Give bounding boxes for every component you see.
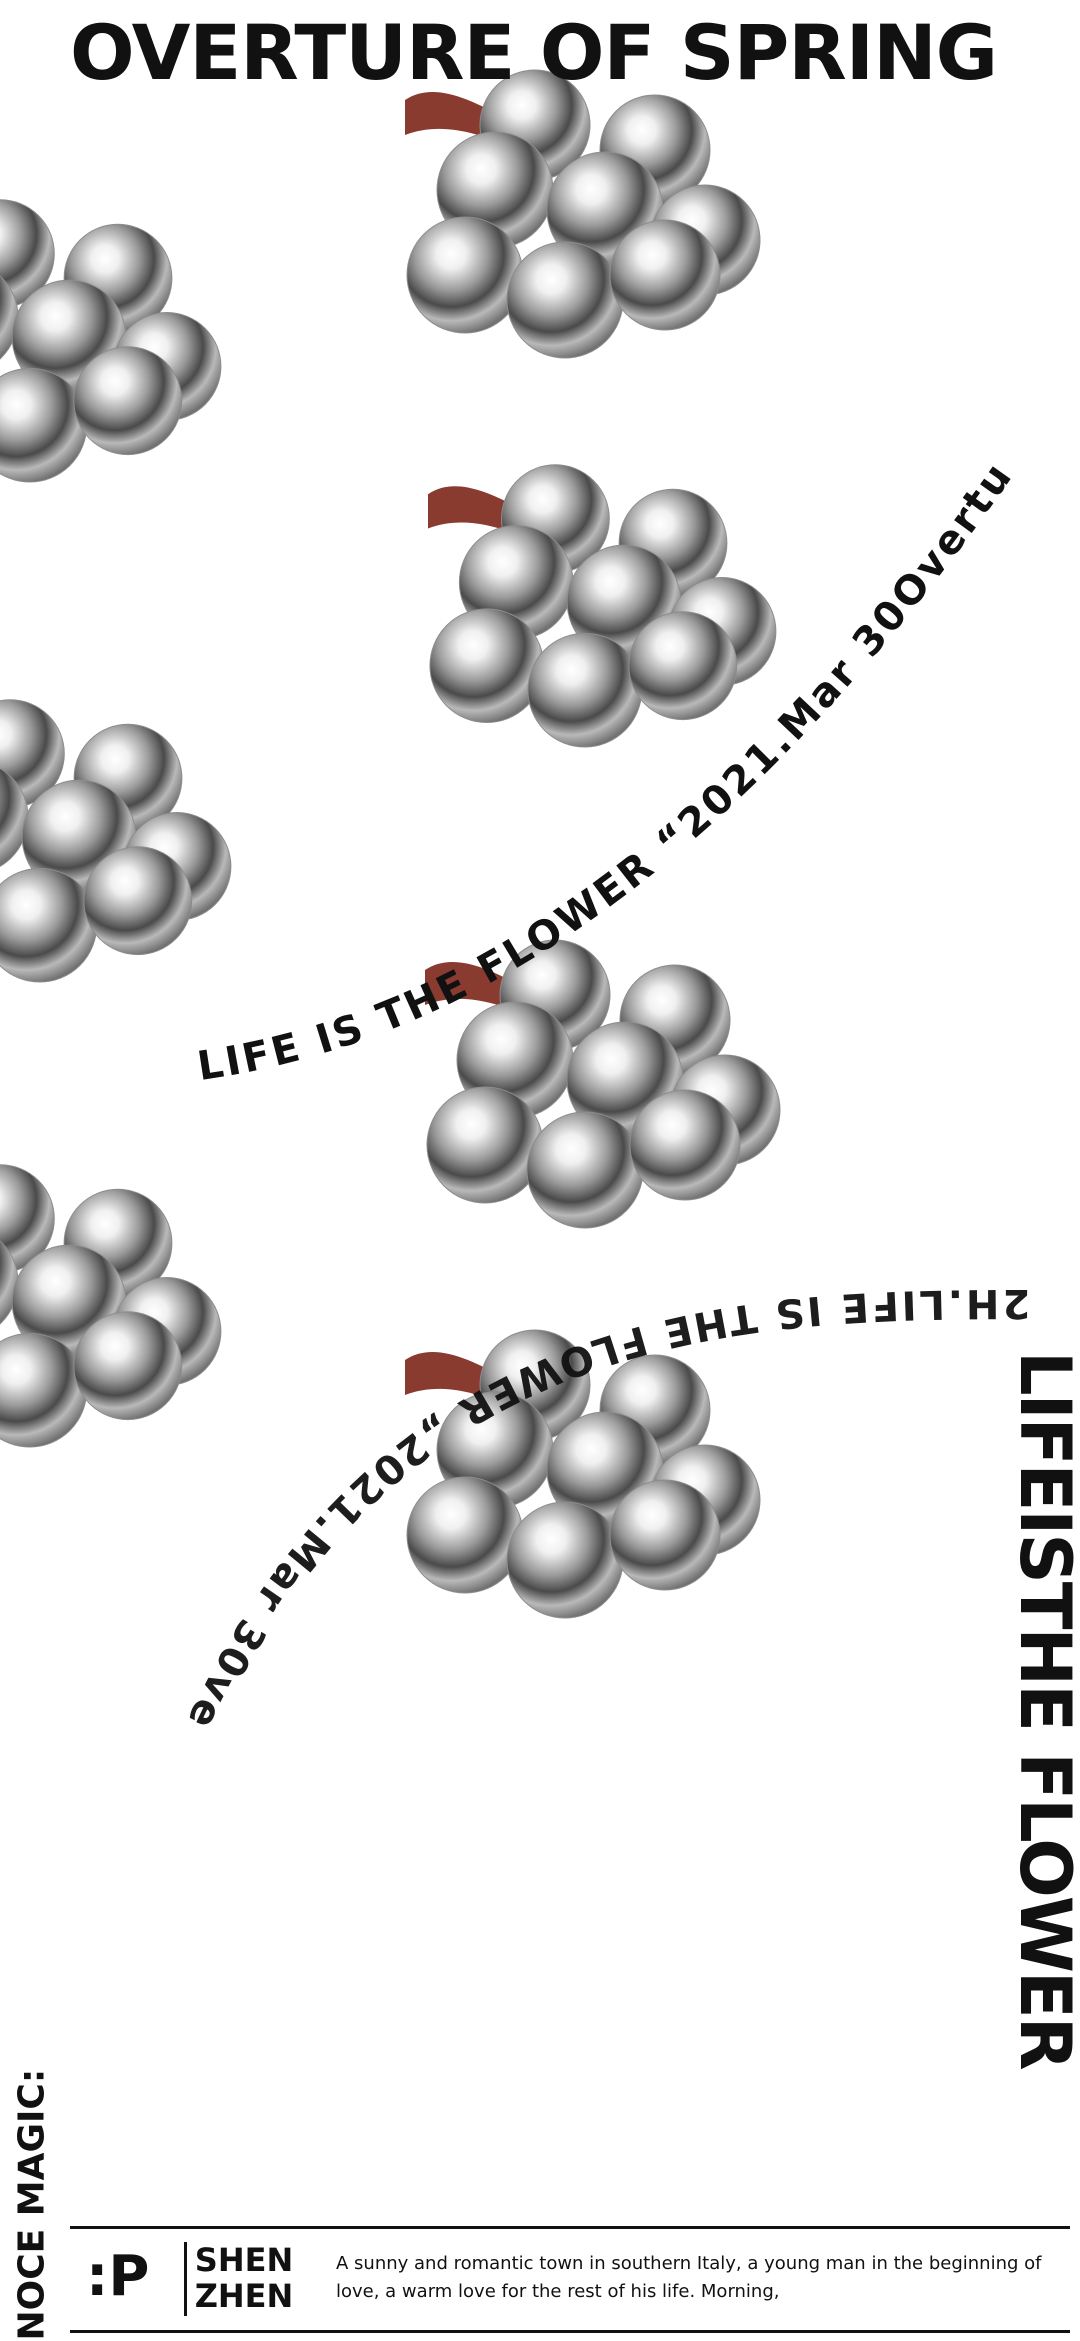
- chrome-grape: [629, 1089, 741, 1201]
- chrome-grape-bunch: [428, 464, 777, 748]
- chrome-grape-bunch: [0, 199, 222, 483]
- footer-city-line2: ZHEN: [194, 2277, 294, 2315]
- footer-logo: :P: [86, 2244, 150, 2309]
- chrome-grape: [628, 611, 738, 721]
- poster-title: OVERTURE OF SPRING: [70, 8, 998, 97]
- chrome-grape: [527, 632, 643, 748]
- footer-blurb: A sunny and romantic town in southern It…: [336, 2253, 1042, 2302]
- footer-city: SHEN ZHEN: [194, 2242, 294, 2314]
- chrome-grape: [73, 346, 183, 456]
- chrome-grape: [609, 219, 721, 331]
- chrome-grape: [429, 608, 545, 724]
- vertical-slogan: LIFEISTHE FLOWER: [1000, 1351, 1080, 2240]
- footer-separator: [184, 2242, 187, 2316]
- vertical-slogan-text: LIFEISTHE FLOWER: [1004, 1351, 1080, 2069]
- grape-bunch-group: [0, 69, 781, 1619]
- vertical-side-label-text: NOCE MAGIC:: [11, 2068, 53, 2341]
- footer-divider-bottom: [70, 2330, 1070, 2333]
- chrome-grape: [83, 846, 193, 956]
- footer-bar: :P SHEN ZHEN A sunny and romantic town i…: [70, 2226, 1070, 2334]
- chrome-grape: [73, 1311, 183, 1421]
- chrome-grape: [526, 1111, 644, 1229]
- chrome-grape: [609, 1479, 721, 1591]
- chrome-grape: [406, 216, 524, 334]
- chrome-grape: [506, 1501, 624, 1619]
- footer-divider-top: [70, 2226, 1070, 2229]
- chrome-grape-bunch: [0, 699, 232, 983]
- chrome-grape: [506, 241, 624, 359]
- footer-city-line1: SHEN: [194, 2241, 294, 2279]
- chrome-grape-bunch: [425, 939, 781, 1229]
- chrome-grape-bunch: [405, 69, 761, 359]
- chrome-grape: [406, 1476, 524, 1594]
- chrome-grape-bunch: [405, 1329, 761, 1619]
- chrome-grape: [426, 1086, 544, 1204]
- vertical-side-label: NOCE MAGIC:: [0, 2050, 60, 2341]
- chrome-grape-bunch: [0, 1164, 222, 1448]
